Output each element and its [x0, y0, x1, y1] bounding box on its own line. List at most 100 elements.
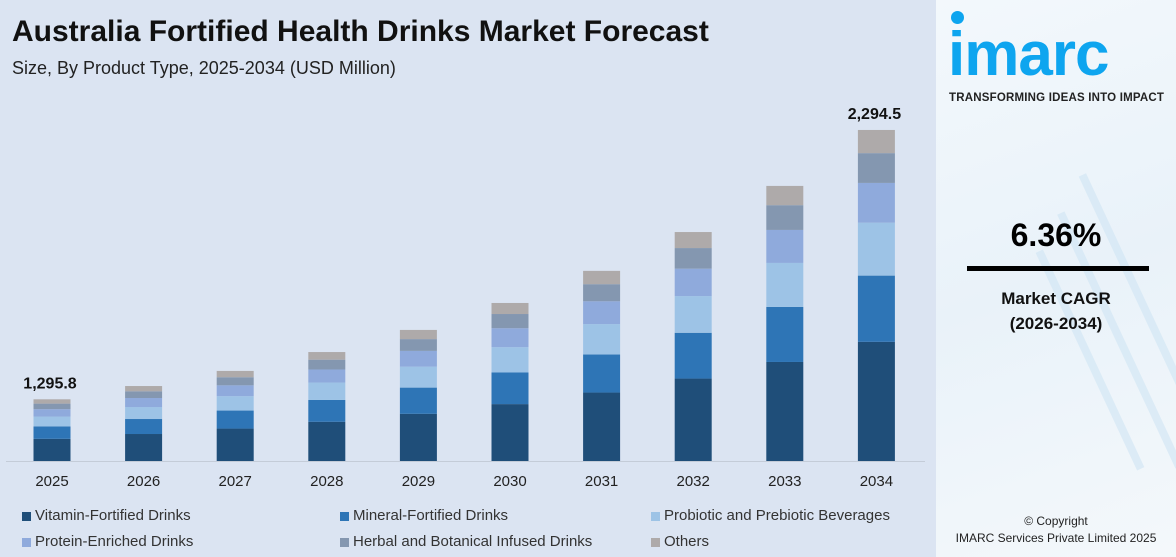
legend-swatch: [22, 511, 31, 521]
x-tick-label: 2034: [860, 473, 893, 490]
bar-segment-probiotic-and-prebiotic-beverages-2032: [674, 296, 712, 333]
copyright-company: IMARC Services Private Limited 2025: [955, 531, 1157, 545]
total-data-label: 1,295.8: [23, 375, 76, 392]
bar-segment-protein-enriched-drinks-2027: [216, 385, 254, 397]
x-tick-label: 2027: [219, 473, 252, 490]
bar-segment-protein-enriched-drinks-2031: [583, 301, 621, 325]
bar-segment-vitamin-fortified-drinks-2030: [491, 404, 529, 461]
stacked-bar-chart: 2025 1,295.8 2026 2027 2028 2029 2030 2031 2032 2…: [6, 106, 925, 490]
bar-segment-probiotic-and-prebiotic-beverages-2031: [583, 324, 621, 355]
bar-segment-mineral-fortified-drinks-2032: [674, 332, 712, 379]
imarc-logo: imarc: [948, 20, 1109, 89]
legend-swatch: [340, 537, 349, 547]
bar-segment-protein-enriched-drinks-2029: [399, 350, 437, 367]
x-tick-label: 2029: [402, 473, 435, 490]
bar-segment-vitamin-fortified-drinks-2028: [308, 421, 346, 461]
legend-label: Others: [664, 533, 710, 550]
legend-label: Protein-Enriched Drinks: [35, 533, 194, 550]
bar-segment-others-2030: [491, 302, 529, 315]
cagr-label-text: Market CAGR: [1001, 289, 1111, 308]
bar-segment-mineral-fortified-drinks-2034: [857, 275, 895, 342]
bar-segment-probiotic-and-prebiotic-beverages-2034: [857, 222, 895, 276]
bar-segment-probiotic-and-prebiotic-beverages-2030: [491, 347, 529, 373]
bar-segment-protein-enriched-drinks-2032: [674, 268, 712, 297]
bar-segment-herbal-and-botanical-infused-drinks-2025: [33, 403, 71, 410]
bar-segment-protein-enriched-drinks-2030: [491, 328, 529, 348]
cagr-divider: [967, 266, 1149, 271]
bar-segment-protein-enriched-drinks-2028: [308, 369, 346, 383]
bar-segment-others-2025: [33, 399, 71, 404]
bar-segment-mineral-fortified-drinks-2033: [766, 306, 804, 362]
bar-segment-others-2034: [857, 129, 895, 154]
bar-segment-probiotic-and-prebiotic-beverages-2027: [216, 396, 254, 411]
legend-swatch: [22, 537, 31, 547]
legend-swatch: [340, 511, 349, 521]
bar-segment-mineral-fortified-drinks-2026: [125, 419, 163, 435]
x-tick-label: 2026: [127, 473, 160, 490]
legend-item: Probiotic and Prebiotic Beverages: [651, 507, 890, 525]
copyright: © Copyright IMARC Services Private Limit…: [936, 513, 1176, 547]
bar-segment-vitamin-fortified-drinks-2026: [125, 434, 163, 461]
x-tick-label: 2031: [585, 473, 618, 490]
bar-segment-herbal-and-botanical-infused-drinks-2026: [125, 391, 163, 399]
legend-swatch: [651, 511, 660, 521]
legend-swatch: [651, 537, 660, 547]
copyright-text: © Copyright: [1024, 514, 1088, 528]
bar-segment-herbal-and-botanical-infused-drinks-2028: [308, 359, 346, 370]
bar-segment-protein-enriched-drinks-2033: [766, 229, 804, 263]
bar-segment-vitamin-fortified-drinks-2034: [857, 341, 895, 461]
bar-segment-vitamin-fortified-drinks-2025: [33, 438, 71, 461]
bar-segment-probiotic-and-prebiotic-beverages-2029: [399, 366, 437, 388]
x-tick-label: 2032: [677, 473, 710, 490]
bar-segment-vitamin-fortified-drinks-2027: [216, 428, 254, 461]
bar-segment-vitamin-fortified-drinks-2033: [766, 361, 804, 461]
bar-segment-probiotic-and-prebiotic-beverages-2028: [308, 382, 346, 400]
x-tick-label: 2028: [310, 473, 343, 490]
bar-segment-mineral-fortified-drinks-2028: [308, 399, 346, 422]
bar-segment-protein-enriched-drinks-2026: [125, 398, 163, 408]
bar-segment-probiotic-and-prebiotic-beverages-2033: [766, 262, 804, 307]
legend-label: Mineral-Fortified Drinks: [353, 507, 509, 524]
x-tick-label: 2033: [768, 473, 801, 490]
bar-segment-protein-enriched-drinks-2034: [857, 182, 895, 223]
bar-segment-others-2031: [583, 270, 621, 285]
bar-segment-vitamin-fortified-drinks-2031: [583, 392, 621, 461]
chart-subtitle: Size, By Product Type, 2025-2034 (USD Mi…: [12, 58, 396, 78]
bar-segment-others-2026: [125, 386, 163, 392]
logo-tagline: TRANSFORMING IDEAS INTO IMPACT: [949, 92, 1165, 104]
bar-segment-herbal-and-botanical-infused-drinks-2027: [216, 377, 254, 386]
legend-label: Herbal and Botanical Infused Drinks: [353, 533, 593, 550]
bar-segment-mineral-fortified-drinks-2031: [583, 354, 621, 393]
legend-item: Vitamin-Fortified Drinks: [22, 507, 191, 525]
bar-segment-herbal-and-botanical-infused-drinks-2029: [399, 339, 437, 351]
bar-segment-others-2029: [399, 329, 437, 340]
legend-label: Vitamin-Fortified Drinks: [35, 507, 191, 524]
bar-segment-others-2032: [674, 232, 712, 249]
bar-segment-herbal-and-botanical-infused-drinks-2031: [583, 284, 621, 302]
bar-segment-others-2027: [216, 370, 254, 378]
bar-segment-probiotic-and-prebiotic-beverages-2025: [33, 416, 71, 427]
bar-segment-herbal-and-botanical-infused-drinks-2030: [491, 314, 529, 329]
bar-segment-vitamin-fortified-drinks-2029: [399, 413, 437, 461]
chart-panel: Australia Fortified Health Drinks Market…: [6, 15, 925, 551]
bar-segment-vitamin-fortified-drinks-2032: [674, 378, 712, 461]
chart-title: Australia Fortified Health Drinks Market…: [12, 15, 709, 48]
bar-segment-herbal-and-botanical-infused-drinks-2034: [857, 153, 895, 183]
bar-segment-herbal-and-botanical-infused-drinks-2032: [674, 248, 712, 269]
bar-segment-protein-enriched-drinks-2025: [33, 409, 71, 417]
bar-segment-others-2028: [308, 352, 346, 360]
legend-item: Protein-Enriched Drinks: [22, 533, 193, 551]
bar-segment-herbal-and-botanical-infused-drinks-2033: [766, 205, 804, 230]
bar-segment-others-2033: [766, 185, 804, 206]
legend-item: Others: [651, 533, 709, 551]
bar-segment-mineral-fortified-drinks-2025: [33, 426, 71, 439]
x-tick-label: 2030: [493, 473, 526, 490]
logo-dot-icon: [951, 11, 964, 24]
bar-segment-probiotic-and-prebiotic-beverages-2026: [125, 407, 163, 420]
x-tick-label: 2025: [35, 473, 68, 490]
legend-item: Herbal and Botanical Infused Drinks: [340, 533, 592, 551]
bar-segment-mineral-fortified-drinks-2030: [491, 372, 529, 405]
side-panel: imarc TRANSFORMING IDEAS INTO IMPACT 6.3…: [936, 0, 1176, 557]
bar-segment-mineral-fortified-drinks-2027: [216, 410, 254, 429]
legend-label: Probiotic and Prebiotic Beverages: [664, 507, 890, 524]
